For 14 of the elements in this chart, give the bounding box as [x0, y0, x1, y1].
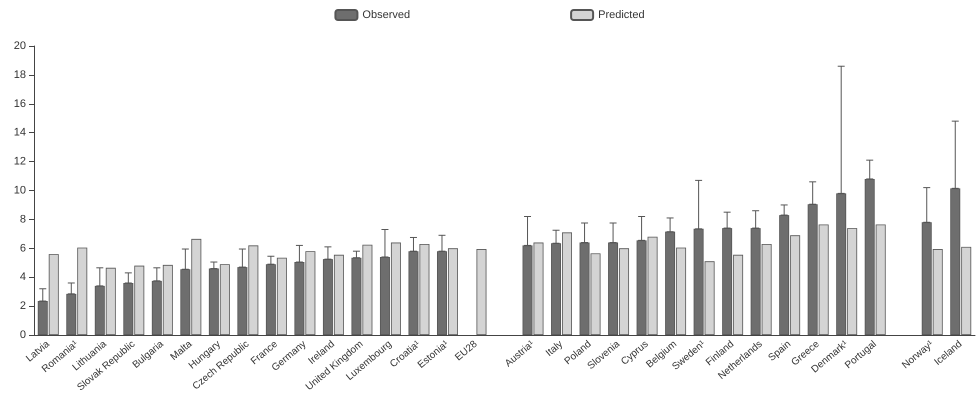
y-tick-label: 20 — [14, 40, 26, 52]
y-tick-label: 0 — [20, 329, 26, 341]
legend-label: Observed — [362, 9, 410, 21]
y-tick-label: 10 — [14, 184, 26, 196]
y-tick-label: 6 — [20, 242, 26, 254]
y-tick-label: 12 — [14, 156, 26, 168]
y-tick-label: 4 — [20, 271, 26, 284]
x-tick-label: Italy — [544, 338, 566, 360]
y-tick-label: 14 — [14, 126, 26, 139]
y-tick-label: 16 — [14, 98, 26, 110]
y-tick-label: 18 — [14, 68, 26, 81]
y-tick-label: 8 — [20, 213, 26, 226]
legend-label: Predicted — [598, 9, 645, 21]
y-tick-label: 2 — [20, 300, 26, 312]
